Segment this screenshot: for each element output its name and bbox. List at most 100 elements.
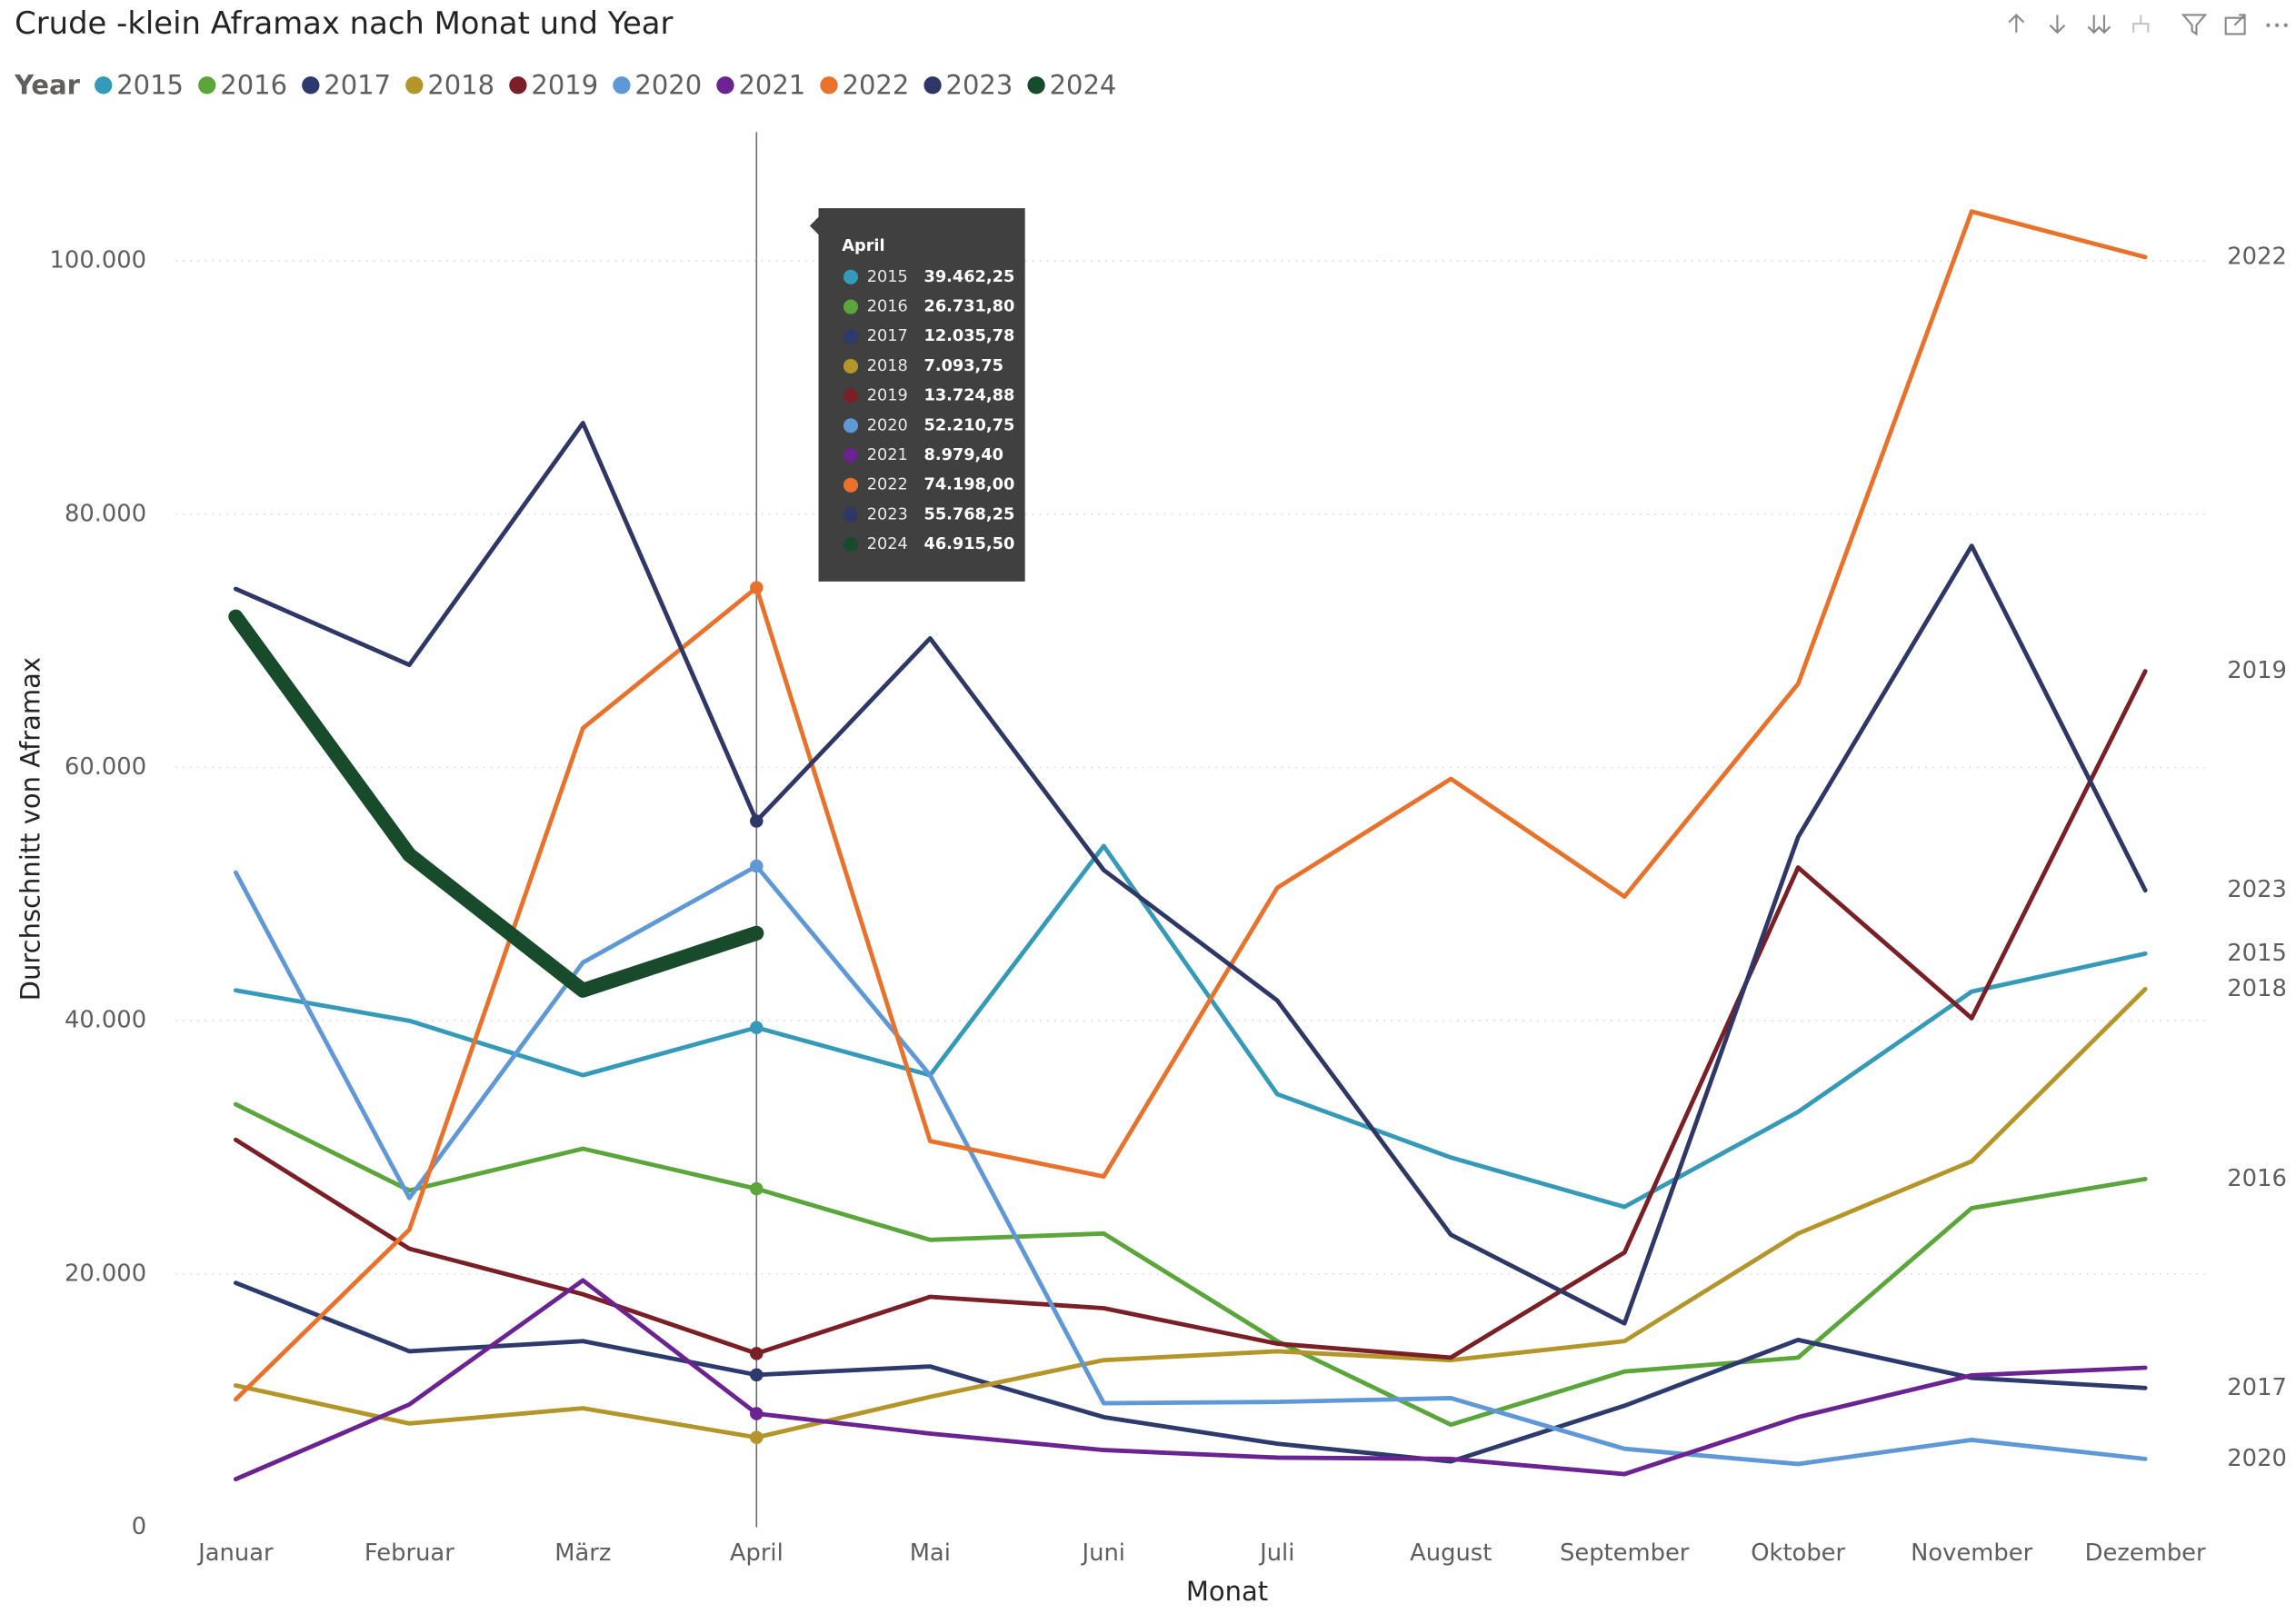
legend-marker	[613, 76, 631, 95]
line-series	[228, 609, 764, 998]
tooltip-marker	[843, 299, 859, 314]
tooltip-marker	[843, 388, 859, 404]
line-series	[233, 421, 2148, 1326]
hover-marker	[750, 926, 764, 941]
hover-marker	[750, 859, 764, 873]
legend-item[interactable]: 2017	[302, 69, 391, 100]
series-end-label: 2017	[2227, 1374, 2287, 1401]
legend-item[interactable]: 2020	[613, 69, 702, 100]
x-tick-label: März	[554, 1539, 611, 1567]
legend-label: 2022	[843, 69, 910, 100]
legend-item[interactable]: 2015	[95, 69, 184, 100]
legend-item[interactable]: 2023	[923, 69, 1013, 100]
legend-label: 2016	[220, 69, 287, 100]
tooltip-marker	[843, 269, 859, 284]
hover-marker	[750, 581, 764, 594]
legend-marker	[820, 76, 838, 95]
legend-label: 2023	[946, 69, 1013, 100]
x-axis-title: Monat	[1186, 1576, 1268, 1607]
x-tick-label: Juli	[1258, 1539, 1294, 1567]
chart-title: Crude -klein Aframax nach Monat und Year	[15, 5, 673, 41]
x-tick-label: Juni	[1081, 1539, 1125, 1567]
hover-marker	[750, 1407, 764, 1420]
legend-item[interactable]: 2018	[405, 69, 494, 100]
tooltip-value: 39.462,25	[924, 268, 1015, 286]
tooltip-series: 2017	[867, 327, 908, 345]
x-tick-label: September	[1560, 1539, 1690, 1567]
tooltip-marker	[843, 418, 859, 433]
legend-label: 2017	[324, 69, 391, 100]
line-series	[233, 1278, 2148, 1482]
tooltip-value: 12.035,78	[924, 327, 1015, 345]
filter-icon[interactable]	[2181, 14, 2208, 36]
x-tick-label: August	[1410, 1539, 1492, 1567]
line-series	[233, 669, 2148, 1360]
tooltip-marker	[843, 537, 859, 553]
legend-item[interactable]: 2019	[509, 69, 598, 100]
legend-marker	[716, 76, 734, 95]
legend-item[interactable]: 2024	[1027, 69, 1116, 100]
expand-level-icon[interactable]	[2087, 15, 2111, 35]
tooltip-marker	[843, 447, 859, 463]
tooltip-value: 46.915,50	[924, 535, 1015, 553]
visual-header-icons	[2008, 13, 2288, 36]
line-series	[233, 209, 2148, 1402]
drill-up-icon[interactable]	[2008, 13, 2025, 33]
y-tick-label: 100.000	[50, 247, 147, 274]
legend-marker	[923, 76, 942, 95]
tooltip-series: 2022	[867, 476, 908, 494]
tooltip-series: 2015	[867, 268, 908, 286]
hover-marker	[750, 814, 764, 828]
y-tick-label: 40.000	[65, 1007, 146, 1034]
tooltip-value: 55.768,25	[924, 505, 1015, 523]
y-axis-title: Durchschnitt von Aframax	[15, 657, 45, 1001]
more-options-icon[interactable]	[2266, 23, 2288, 27]
legend-marker	[1027, 76, 1045, 95]
legend-label: 2024	[1050, 69, 1117, 100]
legend-marker	[95, 76, 113, 95]
drill-down-icon[interactable]	[2049, 15, 2066, 35]
tooltip-value: 26.731,80	[924, 298, 1015, 316]
legend-label: 2021	[738, 69, 805, 100]
x-tick-label: Januar	[196, 1539, 274, 1567]
tooltip-value: 7.093,75	[924, 357, 1003, 375]
tooltip-marker	[843, 507, 859, 523]
legend-label: 2015	[116, 69, 184, 100]
tooltip-series: 2019	[867, 387, 908, 405]
legend-marker	[198, 76, 216, 95]
legend-item[interactable]: 2016	[198, 69, 287, 100]
tooltip-marker	[843, 477, 859, 493]
tooltip-value: 74.198,00	[924, 476, 1015, 494]
tooltip-series: 2018	[867, 357, 908, 375]
tooltip-box	[809, 208, 1025, 582]
line-series	[233, 863, 2148, 1467]
legend-label: 2020	[634, 69, 702, 100]
hover-marker	[750, 1181, 764, 1196]
x-tick-label: Mai	[910, 1539, 951, 1567]
hierarchy-icon[interactable]	[2132, 15, 2150, 33]
hover-marker	[750, 1021, 764, 1034]
x-tick-label: Oktober	[1751, 1539, 1845, 1567]
line-series	[233, 1101, 2148, 1428]
focus-mode-icon[interactable]	[2224, 14, 2246, 35]
legend-marker	[509, 76, 527, 95]
legend-marker	[405, 76, 424, 95]
tooltip-value: 13.724,88	[924, 387, 1015, 405]
series-end-label: 2023	[2227, 876, 2287, 903]
legend-label: 2018	[427, 69, 494, 100]
tooltip-marker	[843, 329, 859, 344]
tooltip-value: 52.210,75	[924, 416, 1015, 434]
y-tick-label: 0	[132, 1513, 146, 1540]
x-tick-label: Dezember	[2085, 1539, 2206, 1567]
y-tick-label: 60.000	[65, 753, 146, 781]
x-tick-label: Februar	[364, 1539, 454, 1567]
legend-title: Year	[14, 69, 81, 100]
hover-marker	[750, 1368, 764, 1382]
series-end-label: 2015	[2227, 940, 2287, 967]
tooltip-series: 2020	[867, 416, 908, 434]
legend-label: 2019	[531, 69, 598, 100]
line-series	[233, 986, 2148, 1440]
legend-item[interactable]: 2022	[820, 69, 909, 100]
legend-item[interactable]: 2021	[716, 69, 805, 100]
